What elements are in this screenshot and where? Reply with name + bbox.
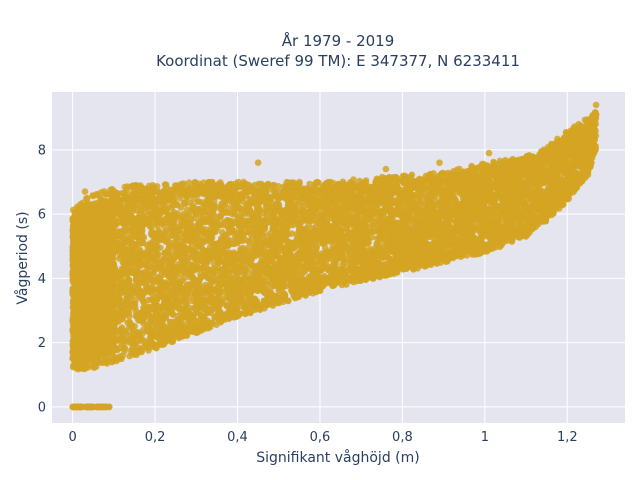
data-points — [69, 101, 600, 411]
chart-title-line-1: År 1979 - 2019 — [282, 31, 395, 50]
data-point — [138, 239, 145, 247]
chart-title-line-2: Koordinat (Sweref 99 TM): E 347377, N 62… — [156, 52, 520, 70]
data-point — [195, 198, 202, 205]
